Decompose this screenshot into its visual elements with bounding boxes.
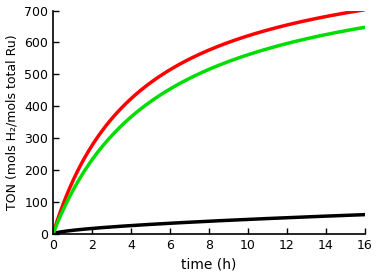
Y-axis label: TON (mols H₂/mols total Ru): TON (mols H₂/mols total Ru) <box>6 34 19 210</box>
RuItBu0.5 (black) <box>202 220 207 223</box>
Line: RuIPr0.5 (green): RuIPr0.5 (green) <box>53 27 364 234</box>
X-axis label: time (h): time (h) <box>181 257 237 271</box>
RuItBu0.5 (black) <box>194 220 198 224</box>
RuIPr0.5 (green) <box>202 70 207 73</box>
RuIPr0.5 (green) <box>194 73 198 77</box>
Line: RuIPr0.2 (red): RuIPr0.2 (red) <box>53 10 364 234</box>
RuIPr0.2 (red) <box>194 54 198 57</box>
RuIPr0.5 (green) <box>296 39 301 42</box>
RuIPr0.5 (green) <box>362 26 367 29</box>
RuIPr0.2 (red) <box>67 188 71 191</box>
RuIPr0.2 (red) <box>51 232 55 236</box>
RuItBu0.5 (black) <box>362 213 367 216</box>
Line: RuItBu0.5 (black): RuItBu0.5 (black) <box>53 215 364 234</box>
RuItBu0.5 (black) <box>353 213 358 217</box>
RuItBu0.5 (black) <box>51 232 55 236</box>
RuIPr0.2 (red) <box>362 8 367 11</box>
RuIPr0.5 (green) <box>67 196 71 200</box>
RuIPr0.5 (green) <box>353 27 358 30</box>
RuIPr0.2 (red) <box>353 10 358 13</box>
RuIPr0.2 (red) <box>202 50 207 54</box>
RuItBu0.5 (black) <box>353 213 358 217</box>
RuItBu0.5 (black) <box>67 229 71 232</box>
RuItBu0.5 (black) <box>296 216 301 219</box>
RuIPr0.2 (red) <box>353 10 358 13</box>
RuIPr0.5 (green) <box>353 27 358 30</box>
RuIPr0.5 (green) <box>51 232 55 236</box>
RuIPr0.2 (red) <box>296 21 301 24</box>
